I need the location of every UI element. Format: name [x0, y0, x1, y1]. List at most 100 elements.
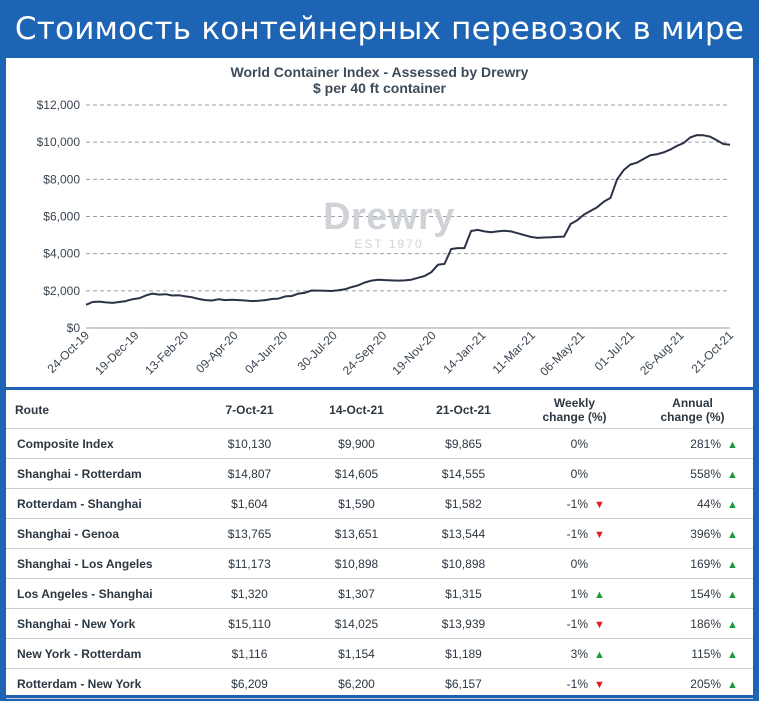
cell-weekly: 3% ▲ [517, 638, 632, 669]
header-weekly-line2: change (%) [542, 409, 607, 424]
cell-date-3: $13,939 [410, 608, 517, 639]
up-arrow-icon: ▲ [727, 438, 738, 451]
watermark-name: Drewry [323, 196, 455, 238]
annual-change-value: 558% [690, 466, 721, 481]
table-row: Los Angeles - Shanghai $1,320 $1,307 $1,315… [6, 578, 753, 609]
cell-weekly: 0% [517, 428, 632, 459]
x-tick-label: 19-Nov-20 [389, 328, 439, 378]
up-arrow-icon: ▲ [727, 678, 738, 691]
down-arrow-icon: ▼ [594, 618, 605, 631]
banner-title: Стоимость контейнерных перевозок в мире [14, 11, 745, 47]
cell-date-2: $9,900 [303, 428, 410, 459]
cell-date-2: $10,898 [303, 548, 410, 579]
annual-change-value: 154% [690, 586, 721, 601]
table-header-row: Route 7-Oct-21 14-Oct-21 21-Oct-21 Weekl… [6, 391, 753, 429]
header-weekly-line1: Weekly [553, 395, 596, 410]
cell-annual: 44% ▲ [632, 488, 753, 519]
cell-date-3: $10,898 [410, 548, 517, 579]
weekly-change-value: 3% [570, 646, 588, 661]
table-body: Composite Index $10,130 $9,900 $9,865 0% 281%… [6, 428, 753, 699]
header-date-2: 14-Oct-21 [303, 391, 410, 429]
cell-annual: 186% ▲ [632, 608, 753, 639]
weekly-change-value: 1% [570, 586, 588, 601]
x-tick-label: 06-May-21 [537, 328, 588, 379]
annual-change-value: 281% [690, 436, 721, 451]
header-annual: Annual change (%) [632, 391, 753, 429]
drewry-watermark: Drewry EST 1970 [314, 196, 464, 251]
header-annual-line1: Annual [672, 395, 713, 410]
cell-weekly: -1% ▼ [517, 518, 632, 549]
x-tick-label: 01-Jul-21 [592, 328, 638, 374]
table-row: Rotterdam - New York $6,209 $6,200 $6,157 -1… [6, 668, 753, 699]
chart-title: World Container Index - Assessed by Drew… [230, 64, 529, 80]
cell-annual: 558% ▲ [632, 458, 753, 489]
down-arrow-icon: ▼ [594, 528, 605, 541]
cell-date-2: $14,025 [303, 608, 410, 639]
cell-date-2: $1,307 [303, 578, 410, 609]
annual-change-value: 44% [696, 496, 721, 511]
cell-route: Shanghai - Rotterdam [6, 458, 196, 489]
y-tick-label: $2,000 [43, 284, 80, 298]
weekly-change-value: -1% [566, 496, 588, 511]
x-tick-label: 14-Jan-21 [440, 328, 488, 376]
cell-date-3: $13,544 [410, 518, 517, 549]
x-tick-label: 19-Dec-19 [92, 328, 142, 378]
cell-weekly: 0% [517, 458, 632, 489]
cell-annual: 115% ▲ [632, 638, 753, 669]
x-tick-label: 30-Jul-20 [295, 328, 341, 374]
table-row: Composite Index $10,130 $9,900 $9,865 0% 281%… [6, 428, 753, 459]
cell-date-1: $1,320 [196, 578, 303, 609]
header-weekly: Weekly change (%) [517, 391, 632, 429]
header-date-1: 7-Oct-21 [196, 391, 303, 429]
cell-route: Shanghai - New York [6, 608, 196, 639]
cell-date-3: $6,157 [410, 668, 517, 699]
annual-change-value: 396% [690, 526, 721, 541]
cell-route: Rotterdam - New York [6, 668, 196, 699]
y-tick-label: $10,000 [37, 135, 81, 149]
x-tick-label: 04-Jun-20 [242, 328, 290, 376]
cell-date-1: $10,130 [196, 428, 303, 459]
cell-date-2: $13,651 [303, 518, 410, 549]
down-arrow-icon: ▼ [594, 498, 605, 511]
x-tick-label: 21-Oct-21 [688, 328, 736, 376]
table-row: Shanghai - New York $15,110 $14,025 $13,939… [6, 608, 753, 639]
cell-date-1: $13,765 [196, 518, 303, 549]
annual-change-value: 186% [690, 616, 721, 631]
up-arrow-icon: ▲ [594, 648, 605, 661]
line-chart: $0 $2,000 $4,000 $6,000 $8,000 $10,000 $12,000… [37, 98, 737, 379]
y-tick-label: $12,000 [37, 98, 81, 112]
y-tick-label: $6,000 [43, 210, 80, 224]
annual-change-value: 115% [691, 646, 721, 661]
y-tick-label: $4,000 [43, 247, 80, 261]
up-arrow-icon: ▲ [727, 498, 738, 511]
cell-date-3: $1,189 [410, 638, 517, 669]
cell-date-1: $1,604 [196, 488, 303, 519]
cell-annual: 281% ▲ [632, 428, 753, 459]
table-row: Shanghai - Los Angeles $11,173 $10,898 $10,… [6, 548, 753, 579]
cell-date-2: $6,200 [303, 668, 410, 699]
annual-change-value: 169% [690, 556, 721, 571]
weekly-change-value: 0% [570, 466, 588, 481]
header-date-3: 21-Oct-21 [410, 391, 517, 429]
down-arrow-icon: ▼ [594, 678, 605, 691]
weekly-change-value: 0% [570, 556, 588, 571]
up-arrow-icon: ▲ [727, 618, 738, 631]
cell-weekly: -1% ▼ [517, 488, 632, 519]
x-tick-label: 11-Mar-21 [490, 328, 539, 377]
x-tick-label: 26-Aug-21 [637, 328, 687, 378]
content-card: $0 $2,000 $4,000 $6,000 $8,000 $10,000 $12,000… [6, 58, 753, 699]
header-annual-line2: change (%) [660, 409, 725, 424]
cell-date-1: $6,209 [196, 668, 303, 699]
cell-weekly: 1% ▲ [517, 578, 632, 609]
table-row: Shanghai - Genoa $13,765 $13,651 $13,544 -1%… [6, 518, 753, 549]
cell-date-3: $1,582 [410, 488, 517, 519]
cell-weekly: -1% ▼ [517, 668, 632, 699]
header-route: Route [6, 391, 196, 429]
cell-annual: 169% ▲ [632, 548, 753, 579]
rates-table: Route 7-Oct-21 14-Oct-21 21-Oct-21 Weekl… [6, 391, 753, 699]
table-row: Rotterdam - Shanghai $1,604 $1,590 $1,582 -1… [6, 488, 753, 519]
y-tick-label: $8,000 [43, 172, 80, 186]
cell-date-2: $1,590 [303, 488, 410, 519]
cell-date-2: $1,154 [303, 638, 410, 669]
cell-route: Shanghai - Los Angeles [6, 548, 196, 579]
